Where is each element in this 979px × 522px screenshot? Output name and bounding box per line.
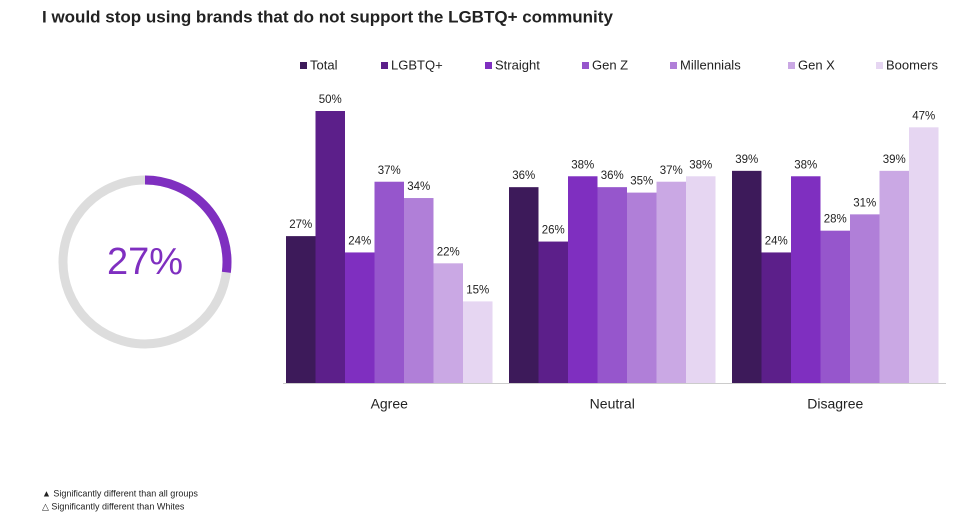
- value-label: 24%: [765, 235, 788, 247]
- bar: [345, 252, 375, 383]
- legend-swatch: [670, 62, 677, 69]
- value-label: 34%: [407, 181, 430, 193]
- legend-label: LGBTQ+: [391, 57, 443, 72]
- value-label: 36%: [512, 170, 535, 182]
- legend-swatch: [485, 62, 492, 69]
- bar: [656, 181, 686, 383]
- value-label: 50%: [319, 94, 342, 106]
- footnote: ▲ Significantly different than all group…: [42, 488, 198, 498]
- value-label: 37%: [660, 165, 683, 177]
- value-label: 38%: [689, 159, 712, 171]
- value-label: 22%: [437, 246, 460, 258]
- bar: [374, 181, 404, 383]
- bar: [909, 127, 939, 383]
- value-label: 38%: [571, 159, 594, 171]
- value-label: 39%: [735, 154, 758, 166]
- legend-swatch: [582, 62, 589, 69]
- bar: [627, 192, 657, 383]
- chart-title: I would stop using brands that do not su…: [42, 7, 613, 26]
- value-label: 26%: [542, 225, 565, 237]
- legend-swatch: [788, 62, 795, 69]
- value-label: 15%: [466, 284, 489, 296]
- value-label: 35%: [630, 176, 653, 188]
- bar: [568, 176, 598, 383]
- legend-swatch: [381, 62, 388, 69]
- bar: [686, 176, 716, 383]
- bar: [850, 214, 880, 383]
- value-label: 27%: [289, 219, 312, 231]
- legend-label: Total: [310, 57, 338, 72]
- x-tick-label: Neutral: [590, 396, 635, 412]
- bar: [315, 111, 345, 383]
- bar: [286, 236, 316, 383]
- bar: [404, 198, 434, 383]
- bar: [597, 187, 627, 383]
- value-label: 47%: [912, 110, 935, 122]
- legend-swatch: [876, 62, 883, 69]
- bar: [463, 301, 493, 383]
- legend-label: Millennials: [680, 57, 741, 72]
- bar: [879, 170, 909, 383]
- legend-label: Boomers: [886, 57, 939, 72]
- x-tick-label: Disagree: [807, 396, 863, 412]
- value-label: 24%: [348, 235, 371, 247]
- value-label: 28%: [824, 214, 847, 226]
- footnote: △ Significantly different than Whites: [42, 501, 185, 511]
- donut-arc: [144, 175, 232, 273]
- bar: [509, 187, 539, 383]
- legend-label: Gen Z: [592, 57, 628, 72]
- bar: [732, 170, 762, 383]
- value-label: 38%: [794, 159, 817, 171]
- value-label: 36%: [601, 170, 624, 182]
- legend-label: Straight: [495, 57, 540, 72]
- legend-swatch: [300, 62, 307, 69]
- value-label: 37%: [378, 165, 401, 177]
- donut-label: 27%: [107, 241, 183, 283]
- bar: [761, 252, 791, 383]
- bar: [820, 230, 850, 383]
- bar: [791, 176, 821, 383]
- legend-label: Gen X: [798, 57, 835, 72]
- x-tick-label: Agree: [371, 396, 409, 412]
- value-label: 39%: [883, 154, 906, 166]
- value-label: 31%: [853, 197, 876, 209]
- bar: [538, 241, 568, 383]
- bar: [433, 263, 463, 383]
